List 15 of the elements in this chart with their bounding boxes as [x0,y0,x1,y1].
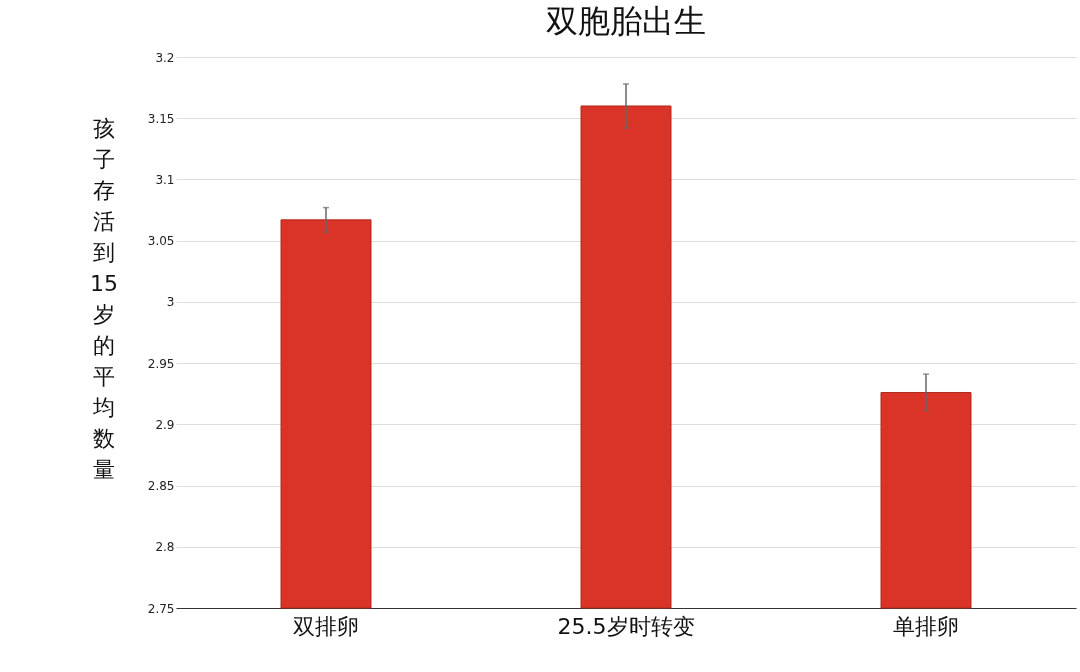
x-tick-label: 双排卵 [293,613,359,639]
y-tick-label: 3.05 [147,234,175,249]
y-tick-label: 2.8 [155,540,175,555]
x-tick-label: 25.5岁时转变 [557,613,695,639]
chart-title: 双胞胎出生 [546,2,706,40]
y-tick-label: 2.85 [147,479,175,494]
y-tick-label: 2.95 [147,356,175,371]
y-tick-label: 3.2 [155,50,175,65]
y-tick-label: 2.9 [155,417,175,432]
y-tick-label: 3 [166,295,175,310]
y-tick-label: 2.75 [147,601,175,616]
y-tick-label: 3.15 [147,111,175,126]
y-tick-label: 3.1 [155,172,175,187]
x-tick-label: 单排卵 [893,613,959,639]
text: 孩子存活到15岁的平均数量 [90,116,118,482]
